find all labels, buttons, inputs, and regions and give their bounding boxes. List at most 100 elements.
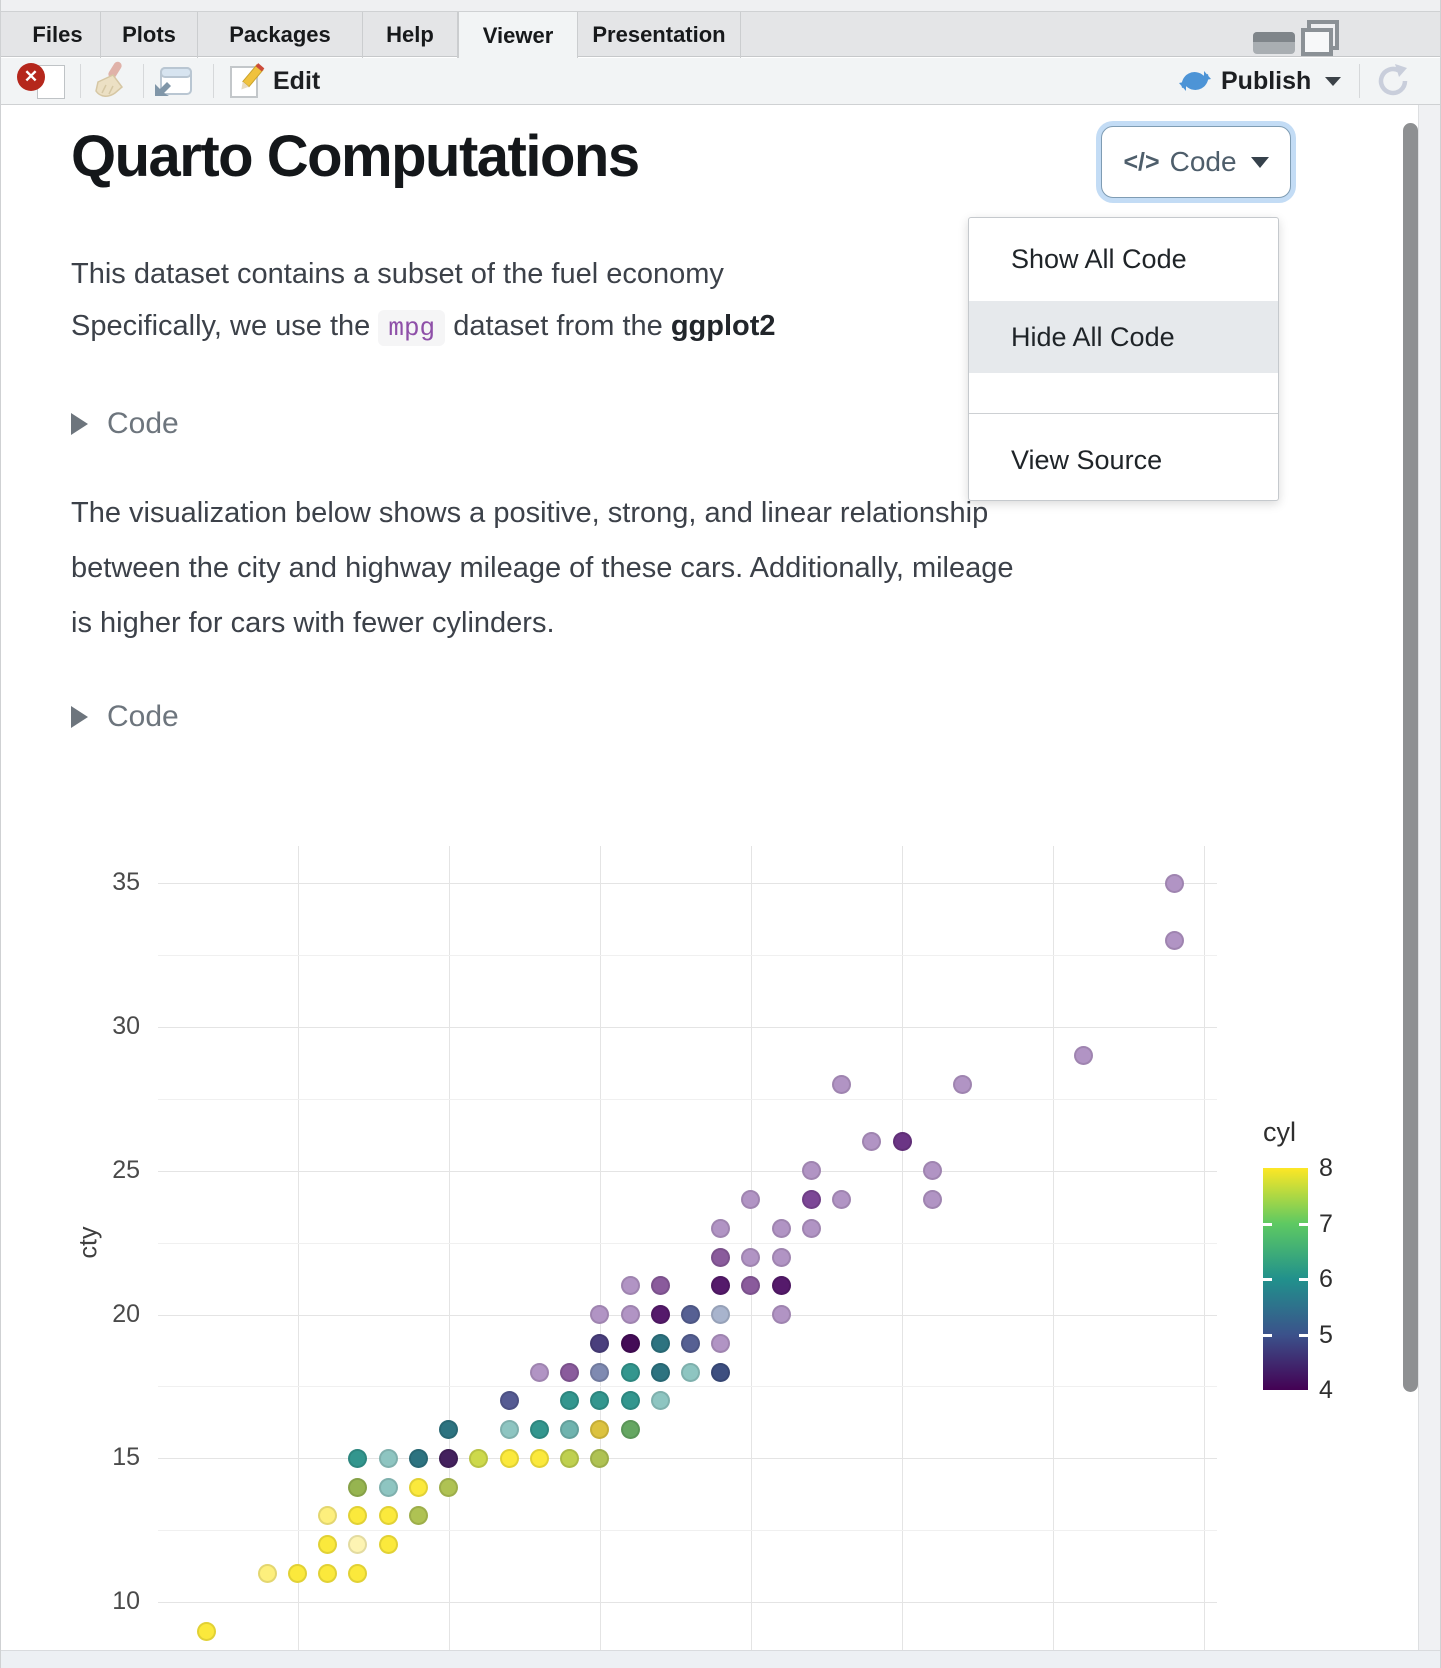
viewer-content: Quarto Computations </> Code This datase… bbox=[1, 105, 1440, 1650]
y-tick-label-15: 15 bbox=[112, 1443, 140, 1472]
code-menu-button[interactable]: </> Code bbox=[1101, 126, 1291, 198]
tab-packages[interactable]: Packages bbox=[198, 12, 363, 58]
publish-button[interactable]: Publish bbox=[1177, 58, 1342, 104]
code-fold-toggle-1[interactable]: Code bbox=[71, 407, 179, 441]
viewer-toolbar: ✕ bbox=[1, 58, 1440, 105]
data-point bbox=[318, 1535, 338, 1555]
data-point bbox=[560, 1420, 580, 1440]
code-dropdown-menu: Show All Code Hide All Code View Source bbox=[968, 217, 1279, 501]
gridline-minor-y-22.5 bbox=[158, 1242, 1217, 1244]
y-tick-label-35: 35 bbox=[112, 868, 140, 896]
y-axis-title: cty bbox=[74, 1226, 103, 1259]
paragraph-1-line-2: Specifically, we use the mpg dataset fro… bbox=[71, 310, 776, 346]
legend-title: cyl bbox=[1263, 1117, 1296, 1147]
data-point bbox=[953, 1074, 973, 1094]
data-point bbox=[378, 1477, 398, 1497]
data-point bbox=[801, 1161, 821, 1181]
gridline-x-45 bbox=[1204, 846, 1206, 1650]
disclosure-triangle-icon bbox=[71, 413, 88, 435]
data-point bbox=[378, 1535, 398, 1555]
data-point bbox=[771, 1247, 791, 1267]
data-point bbox=[620, 1276, 640, 1296]
paragraph-1-line-1: This dataset contains a subset of the fu… bbox=[71, 258, 724, 290]
legend-label-7: 7 bbox=[1319, 1209, 1333, 1238]
data-point bbox=[560, 1362, 580, 1382]
data-point bbox=[499, 1391, 519, 1411]
disclosure-triangle-icon bbox=[71, 706, 88, 728]
gridline-x-20 bbox=[448, 846, 450, 1650]
gridline-minor-y-32.5 bbox=[158, 954, 1217, 956]
menu-item-view-source[interactable]: View Source bbox=[1011, 444, 1163, 475]
data-point bbox=[529, 1420, 549, 1440]
data-point bbox=[862, 1132, 882, 1152]
tab-help[interactable]: Help bbox=[363, 12, 458, 58]
code-fold-toggle-2[interactable]: Code bbox=[71, 700, 179, 734]
data-point bbox=[590, 1305, 610, 1325]
tab-presentation[interactable]: Presentation bbox=[578, 12, 741, 58]
tab-plots[interactable]: Plots bbox=[101, 12, 198, 58]
page-title: Quarto Computations bbox=[71, 124, 640, 189]
data-point bbox=[1164, 931, 1184, 951]
data-point bbox=[590, 1391, 610, 1411]
legend-tick-mark bbox=[1263, 1222, 1272, 1226]
data-point bbox=[771, 1276, 791, 1296]
clear-viewer-button[interactable] bbox=[89, 58, 129, 104]
scrollbar-track[interactable] bbox=[1418, 105, 1440, 1650]
data-point bbox=[529, 1448, 549, 1468]
inline-code-mpg: mpg bbox=[378, 310, 446, 346]
data-point bbox=[711, 1305, 731, 1325]
data-point bbox=[499, 1448, 519, 1468]
publish-button-label: Publish bbox=[1221, 66, 1312, 95]
data-point bbox=[832, 1074, 852, 1094]
code-button-label: Code bbox=[1169, 146, 1237, 177]
data-point bbox=[680, 1333, 700, 1353]
data-point bbox=[590, 1420, 610, 1440]
data-point bbox=[348, 1535, 368, 1555]
popout-button[interactable] bbox=[151, 58, 193, 104]
gridline-x-15 bbox=[297, 846, 299, 1650]
data-point bbox=[650, 1391, 670, 1411]
legend-tick-mark bbox=[1299, 1278, 1308, 1281]
data-point bbox=[439, 1448, 459, 1468]
broom-icon bbox=[95, 61, 124, 97]
paragraph-2-line-1: The visualization below shows a positive… bbox=[71, 497, 989, 529]
pane-tab-bar: Files Plots Packages Help Viewer Presentation bbox=[1, 11, 1440, 59]
data-point bbox=[620, 1333, 640, 1353]
data-point bbox=[590, 1362, 610, 1382]
refresh-button[interactable] bbox=[1373, 58, 1413, 104]
menu-item-hide-all-code[interactable]: Hide All Code bbox=[969, 301, 1278, 373]
data-point bbox=[1073, 1046, 1093, 1066]
tab-viewer[interactable]: Viewer bbox=[458, 12, 578, 59]
scrollbar-thumb[interactable] bbox=[1403, 123, 1418, 1392]
minimize-icon[interactable] bbox=[1253, 32, 1295, 54]
stop-button[interactable]: ✕ bbox=[17, 58, 65, 104]
data-point bbox=[741, 1189, 761, 1209]
legend-label-8: 8 bbox=[1319, 1154, 1333, 1182]
data-point bbox=[408, 1448, 428, 1468]
y-tick-label-25: 25 bbox=[112, 1155, 140, 1184]
data-point bbox=[892, 1132, 912, 1152]
data-point bbox=[680, 1305, 700, 1325]
data-point bbox=[590, 1448, 610, 1468]
gridline-x-40 bbox=[1053, 846, 1055, 1650]
data-point bbox=[741, 1276, 761, 1296]
gridline-x-35 bbox=[902, 846, 904, 1650]
data-point bbox=[922, 1189, 942, 1209]
data-point bbox=[560, 1391, 580, 1411]
legend-tick-mark bbox=[1299, 1333, 1308, 1337]
edit-button-label: Edit bbox=[273, 66, 321, 95]
data-point bbox=[620, 1420, 640, 1440]
data-point bbox=[348, 1563, 368, 1583]
tab-files[interactable]: Files bbox=[15, 12, 101, 58]
menu-item-show-all-code[interactable]: Show All Code bbox=[1011, 244, 1187, 274]
data-point bbox=[620, 1305, 640, 1325]
gridline-x-25 bbox=[599, 846, 601, 1650]
maximize-icon[interactable] bbox=[1301, 20, 1339, 56]
data-point bbox=[650, 1362, 670, 1382]
y-tick-label-10: 10 bbox=[112, 1587, 140, 1616]
code-caret-icon bbox=[1250, 156, 1269, 168]
edit-button[interactable]: Edit bbox=[229, 58, 320, 104]
data-point bbox=[529, 1362, 549, 1382]
gridline-y-10 bbox=[158, 1602, 1217, 1604]
